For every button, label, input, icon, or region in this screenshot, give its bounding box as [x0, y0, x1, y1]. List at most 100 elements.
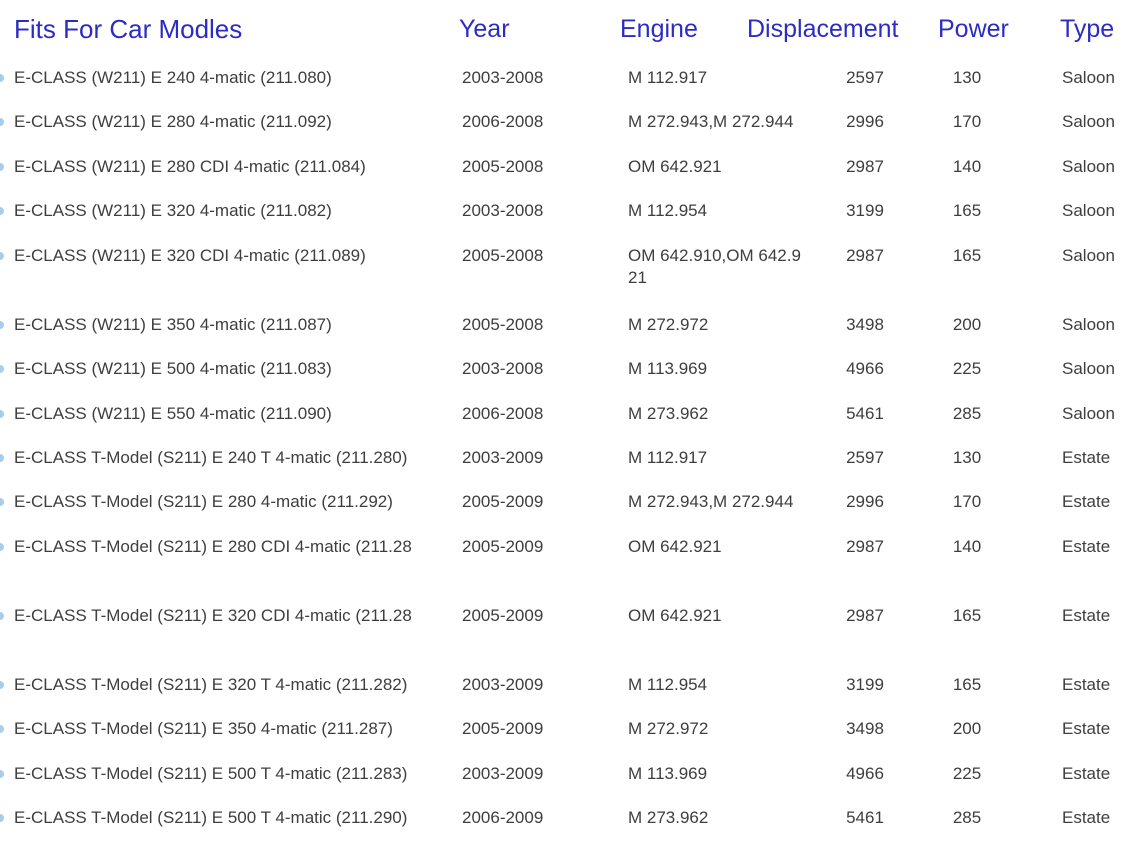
- cell-type: Saloon: [1062, 403, 1115, 423]
- table-body: E-CLASS (W211) E 240 4-matic (211.080) 2…: [0, 56, 1138, 841]
- cell-model: E-CLASS T-Model (S211) E 320 CDI 4-matic…: [14, 605, 412, 625]
- cell-displacement: 2597: [846, 68, 884, 87]
- bullet-icon: [0, 320, 4, 329]
- cell-power: 165: [952, 605, 982, 625]
- cell-displacement: 3498: [846, 719, 884, 739]
- cell-displacement: 3199: [846, 675, 884, 695]
- cell-year: 2006-2008: [462, 112, 544, 132]
- bullet-icon: [0, 681, 4, 690]
- cell-power: 225: [952, 763, 982, 783]
- cell-type: Saloon: [1062, 156, 1115, 176]
- cell-power: 130: [952, 68, 982, 87]
- cell-type: Saloon: [1062, 359, 1115, 379]
- table-row: E-CLASS (W211) E 350 4-matic (211.087) 2…: [0, 303, 1138, 347]
- cell-model: E-CLASS (W211) E 550 4-matic (211.090): [14, 403, 332, 423]
- column-header-engine: Engine: [620, 15, 698, 43]
- cell-displacement: 2987: [846, 536, 884, 556]
- cell-model: E-CLASS (W211) E 320 CDI 4-matic (211.08…: [14, 245, 366, 265]
- table-row: E-CLASS (W211) E 320 4-matic (211.082) 2…: [0, 189, 1138, 233]
- cell-model: E-CLASS (W211) E 280 4-matic (211.092): [14, 112, 332, 132]
- cell-displacement: 5461: [846, 403, 884, 423]
- cell-displacement: 4966: [846, 359, 884, 379]
- cell-engine: M 273.962: [628, 403, 709, 423]
- cell-type: Estate: [1062, 605, 1111, 625]
- cell-power: 165: [952, 675, 982, 695]
- bullet-icon: [0, 365, 4, 374]
- cell-year: 2005-2008: [462, 245, 544, 265]
- cell-type: Estate: [1062, 447, 1111, 467]
- cell-engine: M 272.943,M 272.944: [628, 112, 794, 132]
- cell-type: Estate: [1062, 763, 1111, 783]
- bullet-icon: [0, 542, 4, 551]
- column-header-year: Year: [459, 15, 510, 43]
- cell-type: Saloon: [1062, 68, 1115, 87]
- cell-type: Estate: [1062, 719, 1111, 739]
- column-header-displacement: Displacement: [747, 15, 899, 43]
- table-row: E-CLASS T-Model (S211) E 350 4-matic (21…: [0, 707, 1138, 751]
- cell-engine: OM 642.910,OM 642.921: [628, 245, 801, 287]
- cell-type: Saloon: [1062, 201, 1115, 221]
- cell-model: E-CLASS T-Model (S211) E 320 T 4-matic (…: [14, 675, 408, 695]
- cell-year: 2003-2009: [462, 763, 544, 783]
- cell-year: 2003-2009: [462, 675, 544, 695]
- cell-engine: OM 642.921: [628, 605, 722, 625]
- cell-power: 140: [952, 536, 982, 556]
- cell-engine: M 113.969: [628, 359, 708, 379]
- cell-engine: M 112.954: [628, 201, 708, 221]
- cell-power: 130: [952, 447, 982, 467]
- cell-displacement: 2987: [846, 245, 884, 265]
- cell-engine: M 272.972: [628, 314, 709, 334]
- cell-year: 2003-2008: [462, 68, 544, 87]
- table-row: E-CLASS T-Model (S211) E 500 T 4-matic (…: [0, 752, 1138, 796]
- cell-type: Estate: [1062, 675, 1111, 695]
- bullet-icon: [0, 453, 4, 462]
- cell-displacement: 2597: [846, 447, 884, 467]
- cell-model: E-CLASS (W211) E 280 CDI 4-matic (211.08…: [14, 156, 366, 176]
- cell-year: 2005-2009: [462, 719, 544, 739]
- cell-power: 165: [952, 245, 982, 265]
- cell-model: E-CLASS (W211) E 240 4-matic (211.080): [14, 68, 332, 87]
- cell-displacement: 4966: [846, 763, 884, 783]
- cell-model: E-CLASS T-Model (S211) E 500 T 4-matic (…: [14, 808, 408, 828]
- cell-model: E-CLASS (W211) E 350 4-matic (211.087): [14, 314, 332, 334]
- cell-year: 2005-2009: [462, 605, 544, 625]
- bullet-icon: [0, 814, 4, 823]
- table-header-row: Fits For Car Modles Year Engine Displace…: [0, 0, 1138, 56]
- cell-power: 140: [952, 156, 982, 176]
- cell-year: 2005-2008: [462, 314, 544, 334]
- cell-year: 2003-2009: [462, 447, 544, 467]
- cell-engine: M 112.917: [628, 68, 708, 87]
- bullet-icon: [0, 251, 4, 260]
- cell-model: E-CLASS T-Model (S211) E 240 T 4-matic (…: [14, 447, 408, 467]
- cell-displacement: 2987: [846, 156, 884, 176]
- cell-model: E-CLASS (W211) E 320 4-matic (211.082): [14, 201, 332, 221]
- bullet-icon: [0, 725, 4, 734]
- cell-engine: M 112.954: [628, 675, 708, 695]
- cell-type: Saloon: [1062, 314, 1115, 334]
- cell-power: 200: [952, 719, 982, 739]
- table-row: E-CLASS (W211) E 280 CDI 4-matic (211.08…: [0, 145, 1138, 189]
- bullet-icon: [0, 118, 4, 127]
- cell-model: E-CLASS T-Model (S211) E 280 4-matic (21…: [14, 492, 393, 512]
- table-row: E-CLASS T-Model (S211) E 500 T 4-matic (…: [0, 796, 1138, 840]
- cell-displacement: 2987: [846, 605, 884, 625]
- cell-engine: M 113.969: [628, 763, 708, 783]
- table-row: E-CLASS (W211) E 240 4-matic (211.080) 2…: [0, 56, 1138, 100]
- table-row: E-CLASS (W211) E 280 4-matic (211.092) 2…: [0, 100, 1138, 144]
- cell-displacement: 3199: [846, 201, 884, 221]
- cell-power: 285: [952, 403, 982, 423]
- column-header-model: Fits For Car Modles: [14, 14, 243, 44]
- cell-type: Estate: [1062, 808, 1111, 828]
- bullet-icon: [0, 207, 4, 216]
- table-row: E-CLASS T-Model (S211) E 240 T 4-matic (…: [0, 436, 1138, 480]
- cell-power: 285: [952, 808, 982, 828]
- cell-power: 170: [952, 492, 982, 512]
- cell-year: 2005-2008: [462, 156, 544, 176]
- bullet-icon: [0, 769, 4, 778]
- cell-engine: M 272.943,M 272.944: [628, 492, 794, 512]
- cell-displacement: 2996: [846, 492, 884, 512]
- column-header-power: Power: [938, 15, 1009, 43]
- cell-power: 200: [952, 314, 982, 334]
- bullet-icon: [0, 611, 4, 620]
